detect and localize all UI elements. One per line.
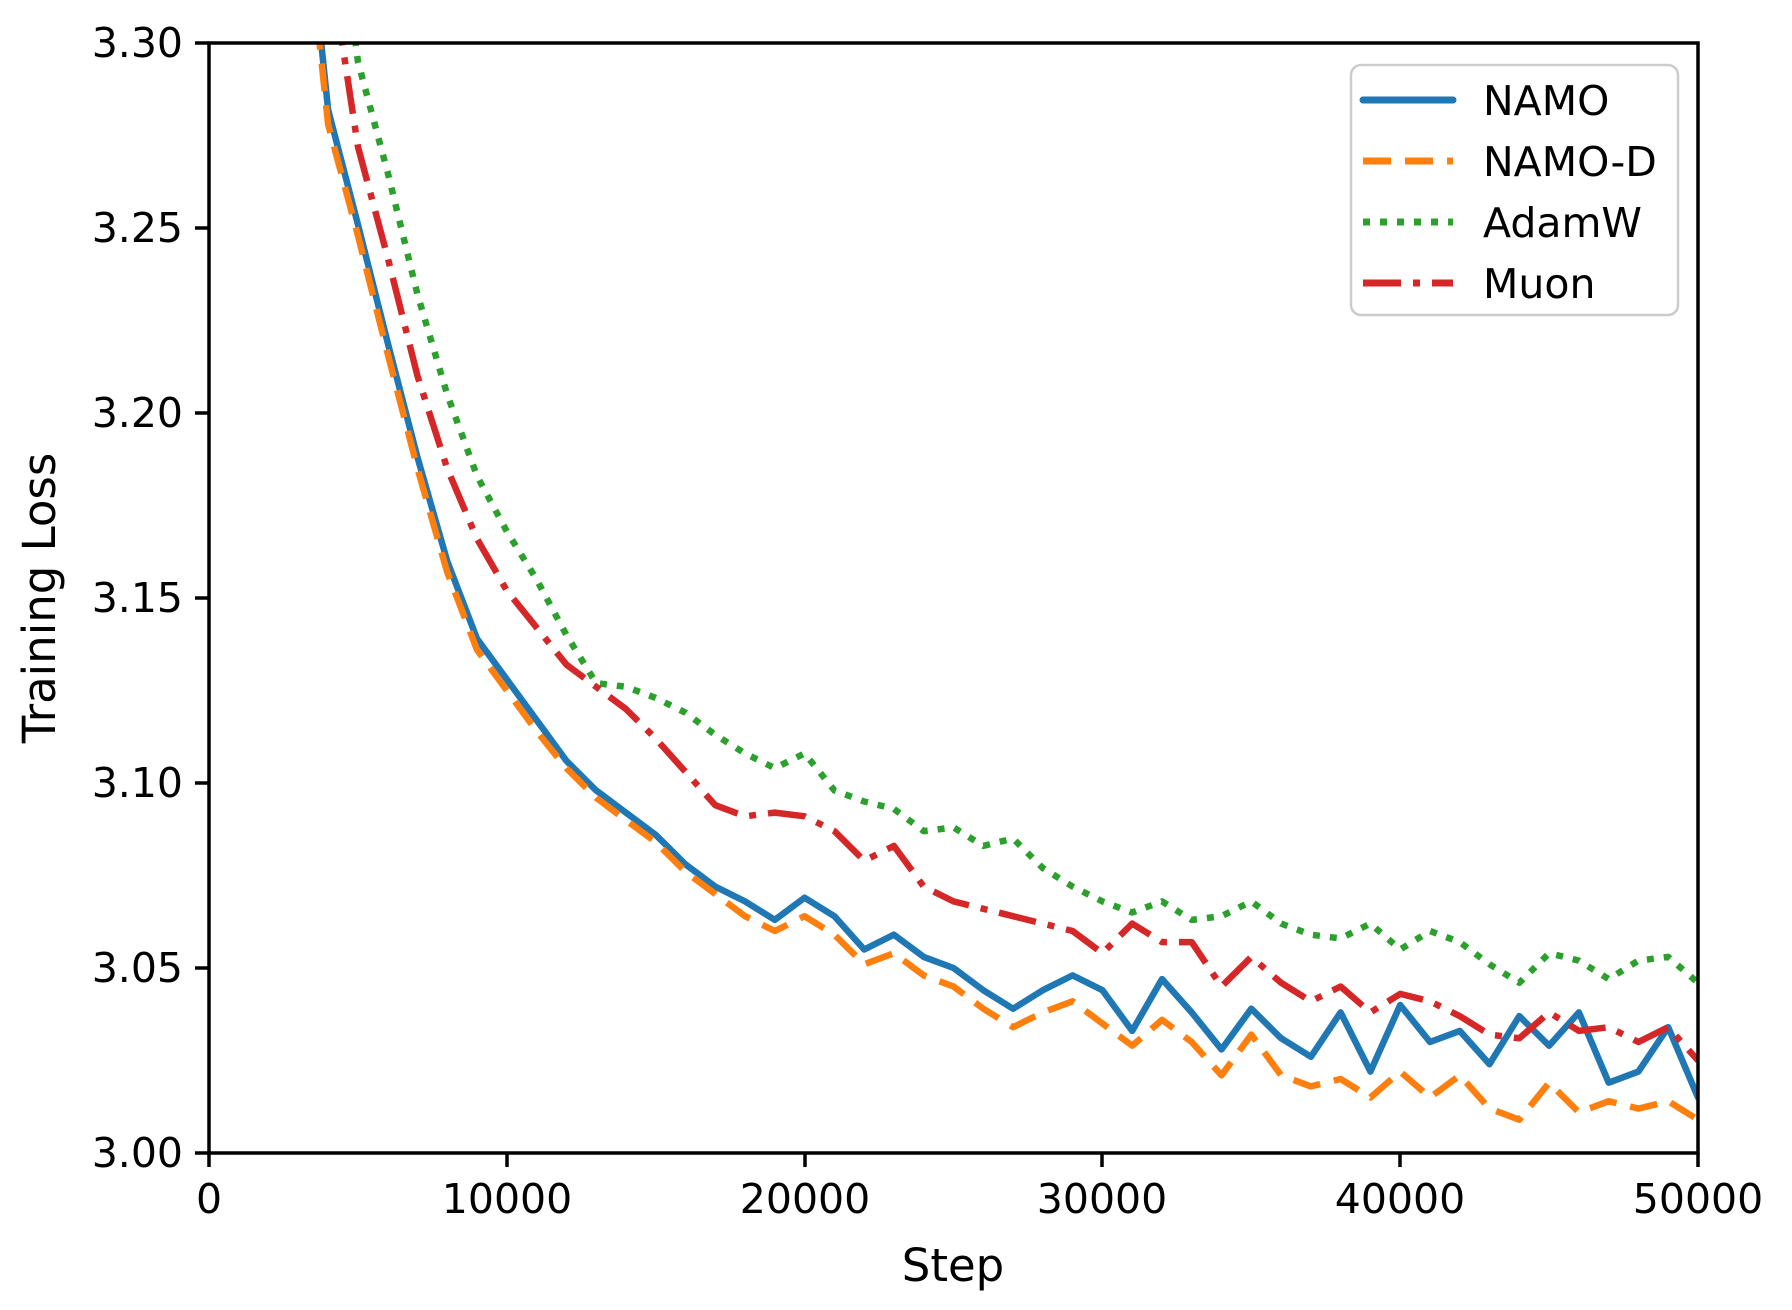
y-tick-label: 3.30	[92, 19, 183, 67]
x-tick-label: 0	[196, 1175, 222, 1223]
legend-box	[1349, 63, 1680, 317]
series-line-namo	[317, 43, 1698, 1101]
y-tick-label: 3.05	[92, 944, 183, 992]
x-tick-label: 40000	[1335, 1175, 1465, 1223]
legend-label-namo: NAMO	[1483, 77, 1609, 125]
y-tick-label: 3.20	[92, 389, 183, 437]
x-axis: 0 10000 20000 30000 40000 50000 Step	[196, 1153, 1763, 1292]
x-tick-label: 30000	[1037, 1175, 1167, 1223]
legend-label-namo-d: NAMO-D	[1483, 138, 1657, 186]
y-axis: 3.00 3.05 3.10 3.15 3.20 3.25 3.30 Train…	[13, 19, 209, 1177]
y-tick-label: 3.15	[92, 574, 183, 622]
x-axis-label: Step	[902, 1239, 1004, 1292]
y-tick-label: 3.00	[92, 1129, 183, 1177]
x-tick-label: 20000	[740, 1175, 870, 1223]
legend-label-muon: Muon	[1483, 260, 1595, 308]
y-tick-label: 3.10	[92, 759, 183, 807]
legend: NAMO NAMO-D AdamW Muon	[1349, 63, 1680, 317]
series-line-adamw	[352, 43, 1698, 987]
plot-series-area	[316, 43, 1698, 1123]
x-tick-label: 10000	[442, 1175, 572, 1223]
series-line-namo-d	[316, 43, 1698, 1123]
series-line-muon	[338, 43, 1698, 1063]
x-tick-label: 50000	[1633, 1175, 1763, 1223]
y-tick-label: 3.25	[92, 204, 183, 252]
legend-label-adamw: AdamW	[1483, 199, 1642, 247]
y-axis-label: Training Loss	[13, 453, 66, 745]
